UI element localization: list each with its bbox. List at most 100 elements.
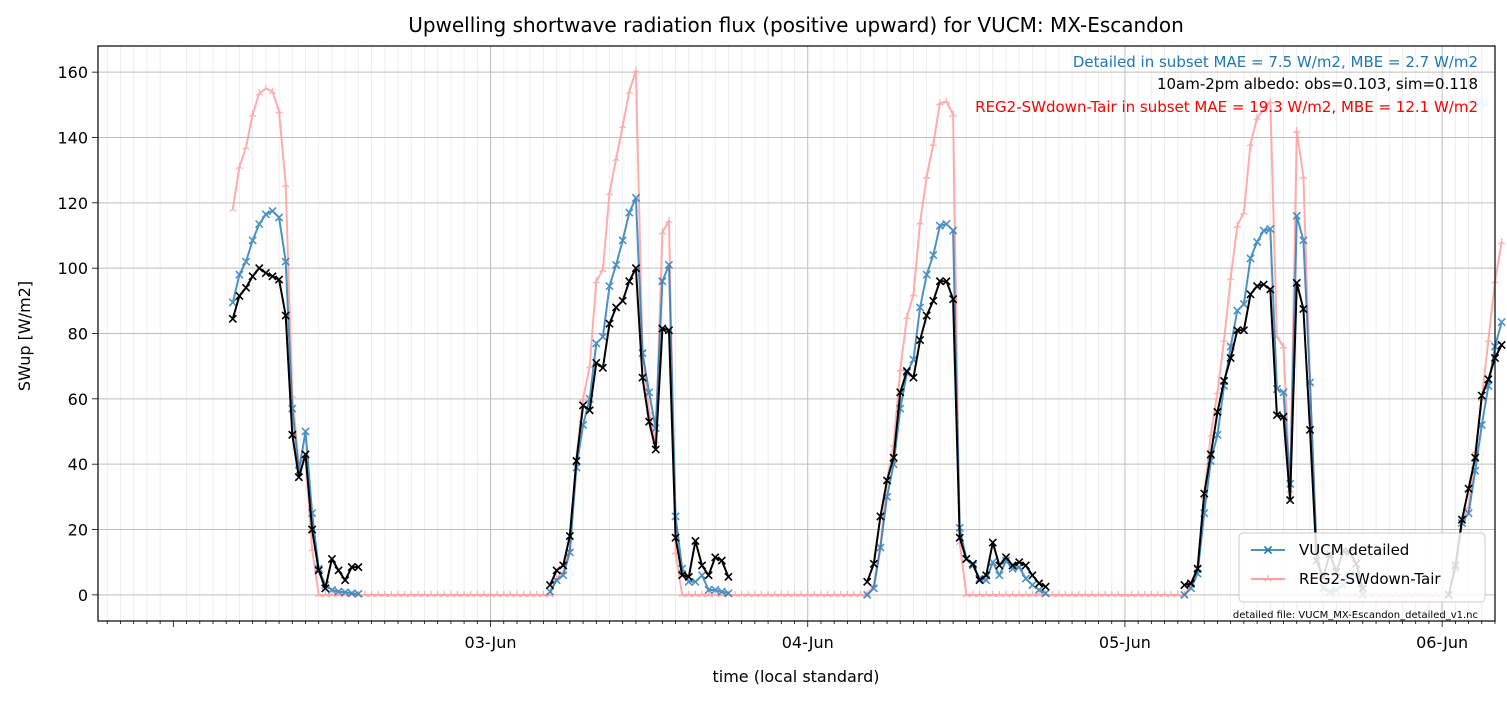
data-point — [347, 589, 356, 598]
data-point — [420, 590, 429, 598]
data-point — [1497, 317, 1506, 327]
data-point — [1464, 484, 1473, 493]
data-point — [1193, 564, 1202, 573]
data-point — [1484, 375, 1493, 384]
data-point — [301, 427, 310, 436]
data-point — [1240, 208, 1248, 216]
x-tick-label: 06-Jun — [1416, 633, 1468, 652]
data-point — [592, 358, 601, 368]
data-point — [321, 584, 330, 593]
data-point — [539, 590, 548, 598]
data-point — [1299, 172, 1308, 180]
data-point — [625, 208, 634, 217]
data-point — [400, 590, 409, 598]
data-point — [275, 107, 283, 114]
x-tick-label: 05-Jun — [1099, 633, 1151, 652]
data-point — [381, 590, 389, 598]
data-point — [803, 590, 812, 598]
data-point — [268, 272, 277, 281]
data-point — [955, 533, 964, 542]
data-point — [1292, 126, 1301, 134]
data-point — [255, 219, 264, 229]
data-point — [869, 584, 878, 593]
data-point — [625, 277, 634, 286]
data-point — [929, 296, 938, 305]
data-point — [281, 311, 290, 320]
data-point — [1497, 238, 1506, 245]
data-point — [922, 270, 931, 279]
data-point — [1028, 580, 1037, 590]
data-point — [578, 401, 588, 410]
data-point — [1101, 590, 1109, 598]
data-point — [948, 226, 958, 235]
data-point — [942, 277, 951, 286]
data-point — [631, 193, 641, 203]
data-point — [321, 590, 330, 598]
data-point — [784, 590, 792, 598]
data-point — [658, 324, 667, 333]
data-point — [869, 559, 878, 568]
data-point — [612, 154, 620, 162]
data-point — [1068, 590, 1076, 598]
data-point — [922, 172, 931, 180]
data-point — [340, 575, 350, 585]
data-point — [1121, 590, 1129, 598]
data-point — [1246, 140, 1255, 147]
data-point — [995, 590, 1004, 598]
y-tick-label: 140 — [57, 128, 88, 147]
legend-marker-reg2 — [1264, 575, 1272, 582]
data-point — [281, 257, 290, 266]
data-point — [644, 388, 654, 397]
data-point — [711, 553, 720, 562]
data-point — [1022, 590, 1030, 598]
data-point — [1160, 590, 1169, 598]
data-point — [1028, 571, 1037, 580]
data-point — [354, 589, 363, 599]
annotation-detailed-mae: Detailed in subset MAE = 7.5 W/m2, MBE =… — [1073, 53, 1478, 71]
data-point — [552, 566, 561, 575]
data-point — [294, 473, 304, 482]
data-point — [533, 590, 541, 598]
data-point — [618, 122, 627, 129]
data-point — [1061, 590, 1070, 598]
y-tick-label: 100 — [57, 259, 88, 278]
data-point — [1002, 590, 1010, 598]
data-point — [1246, 290, 1255, 299]
data-point — [1088, 590, 1096, 598]
data-point — [599, 265, 607, 273]
data-point — [261, 210, 271, 219]
data-point — [559, 571, 568, 580]
data-point — [229, 205, 237, 212]
data-point — [684, 572, 693, 582]
data-point — [334, 566, 343, 575]
data-point — [447, 590, 455, 598]
data-point — [1015, 590, 1023, 598]
data-point — [307, 525, 317, 534]
y-tick-label: 0 — [78, 586, 88, 605]
data-point — [751, 590, 759, 598]
data-point — [1021, 574, 1030, 583]
data-point — [1246, 254, 1255, 263]
data-point — [235, 162, 244, 170]
data-point — [962, 554, 971, 564]
data-point — [1252, 281, 1262, 291]
data-point — [473, 590, 482, 598]
data-point — [1147, 590, 1156, 598]
data-point — [480, 590, 488, 598]
data-point — [466, 590, 475, 598]
data-point — [1279, 342, 1288, 350]
data-point — [671, 533, 680, 542]
data-point — [1001, 556, 1011, 565]
data-point — [1220, 336, 1228, 343]
chart-title: Upwelling shortwave radiation flux (posi… — [408, 13, 1184, 37]
data-point — [1034, 585, 1044, 595]
data-point — [711, 590, 719, 598]
data-point — [988, 590, 997, 598]
data-point — [327, 585, 337, 595]
y-tick-label: 120 — [57, 194, 88, 213]
data-point — [394, 590, 402, 598]
data-point — [982, 590, 990, 598]
data-point — [764, 590, 772, 598]
data-point — [261, 268, 271, 278]
data-point — [1154, 590, 1162, 598]
